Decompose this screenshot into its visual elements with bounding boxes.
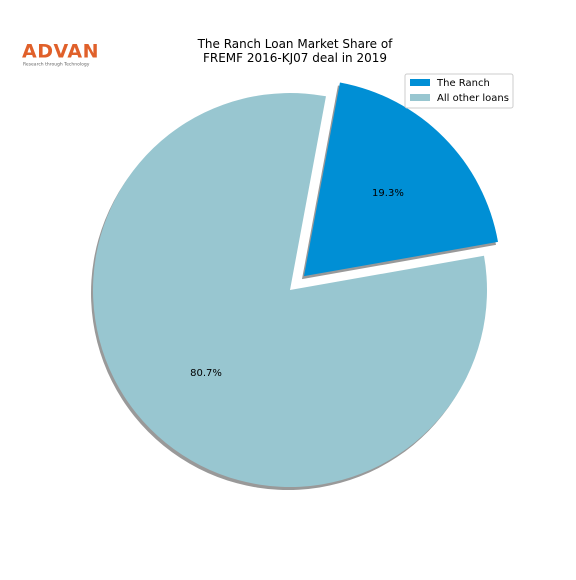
- logo: ADVAN: [22, 41, 99, 63]
- logo-tagline: Research through Technology: [23, 62, 90, 68]
- legend-swatch: [410, 94, 430, 101]
- chart-title: The Ranch Loan Market Share of FREMF 2016…: [197, 37, 394, 65]
- slice: [303, 82, 499, 277]
- legend-label: All other loans: [437, 93, 509, 104]
- slice-label: 80.7%: [190, 368, 222, 379]
- slice-label: 19.3%: [372, 188, 404, 199]
- legend-swatch: [410, 79, 430, 86]
- legend-box: [404, 73, 514, 109]
- legend-label: The Ranch: [436, 78, 490, 89]
- slice: [92, 92, 488, 487]
